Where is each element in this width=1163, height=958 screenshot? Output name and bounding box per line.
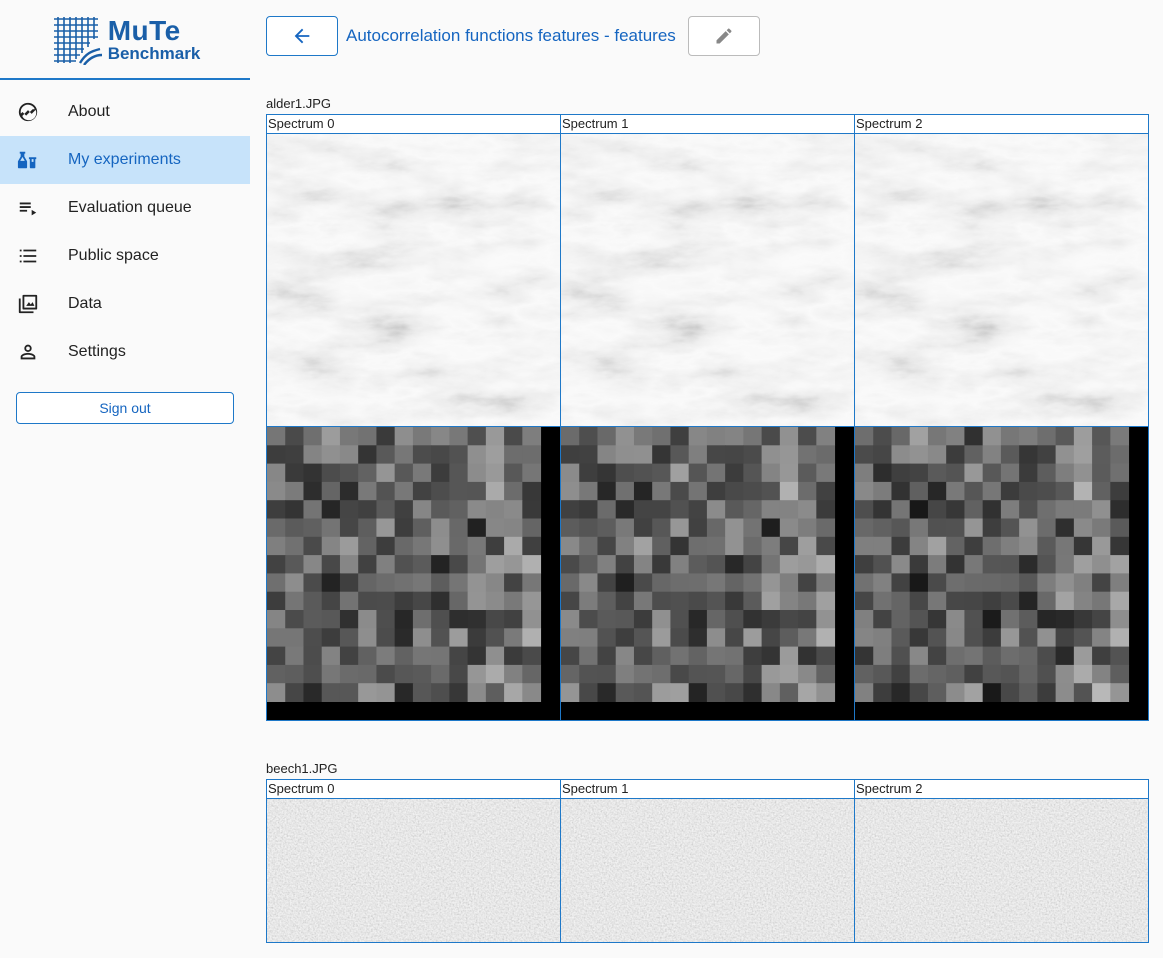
beech-image[interactable] <box>561 799 854 942</box>
column-header: Spectrum 2 <box>855 115 1148 134</box>
bark-image[interactable] <box>855 134 1148 427</box>
spectrum-column: Spectrum 2 <box>855 115 1148 720</box>
sidebar-item-label: My experiments <box>68 151 181 168</box>
sidebar-nav: About My experiments Evaluation queue Pu… <box>0 88 250 376</box>
sidebar-item-about[interactable]: About <box>0 88 250 136</box>
sidebar-item-label: Public space <box>68 247 159 264</box>
main-content: Autocorrelation functions features - fea… <box>266 0 1163 958</box>
result-section: beech1.JPG Spectrum 0 Spectrum 1 Spectru… <box>266 759 1149 943</box>
spectrum-grid: Spectrum 0 Spectrum 1 Spectrum 2 <box>266 779 1149 943</box>
sidebar-item-settings[interactable]: Settings <box>0 328 250 376</box>
edit-button[interactable] <box>687 16 760 56</box>
pencil-icon <box>716 28 732 44</box>
spectrum-column: Spectrum 0 <box>267 115 561 720</box>
beech-image[interactable] <box>855 799 1148 942</box>
spectrum-column: Spectrum 1 <box>561 780 855 942</box>
spectrum-column: Spectrum 2 <box>855 780 1148 942</box>
about-icon <box>16 100 40 124</box>
spectrum-grid: Spectrum 0 Spectrum 1 Spectrum 2 <box>266 114 1149 721</box>
sidebar-item-label: Settings <box>68 343 126 360</box>
sidebar-item-label: Evaluation queue <box>68 199 192 216</box>
logo-title: MuTe <box>107 14 181 46</box>
autocorrelation-feature-image[interactable] <box>267 427 560 720</box>
column-header: Spectrum 0 <box>267 780 560 799</box>
column-header: Spectrum 2 <box>855 780 1148 799</box>
person-icon <box>16 340 40 364</box>
column-header: Spectrum 1 <box>561 780 854 799</box>
bark-image[interactable] <box>267 134 560 427</box>
bark-image[interactable] <box>561 134 854 427</box>
gallery-icon <box>16 292 40 316</box>
app-logo[interactable]: MuTe Benchmark <box>0 0 250 80</box>
logo-mark-icon <box>53 17 102 65</box>
autocorrelation-feature-image[interactable] <box>855 427 1148 720</box>
sidebar-item-data[interactable]: Data <box>0 280 250 328</box>
section-title: alder1.JPG <box>266 96 332 111</box>
page-title: Autocorrelation functions features - fea… <box>346 26 676 45</box>
result-section: alder1.JPG Spectrum 0 Spectrum 1 Spectru… <box>266 94 1149 721</box>
arrow-left-icon <box>294 28 310 44</box>
sidebar-item-my-experiments[interactable]: My experiments <box>0 136 250 184</box>
list-icon <box>16 244 40 268</box>
beech-image[interactable] <box>267 799 560 942</box>
queue-icon <box>16 196 40 220</box>
back-button[interactable] <box>266 16 338 56</box>
column-header: Spectrum 0 <box>267 115 560 134</box>
spectrum-column: Spectrum 1 <box>561 115 855 720</box>
sidebar-item-evaluation-queue[interactable]: Evaluation queue <box>0 184 250 232</box>
sidebar: MuTe Benchmark About My experiments Eval… <box>0 0 250 958</box>
sidebar-item-label: About <box>68 103 110 120</box>
section-title: beech1.JPG <box>266 761 338 776</box>
sign-out-button[interactable]: Sign out <box>16 392 234 424</box>
logo-subtitle: Benchmark <box>107 43 201 63</box>
autocorrelation-feature-image[interactable] <box>561 427 854 720</box>
column-header: Spectrum 1 <box>561 115 854 134</box>
page-header: Autocorrelation functions features - fea… <box>266 16 760 56</box>
sidebar-item-label: Data <box>68 295 102 312</box>
spectrum-column: Spectrum 0 <box>267 780 561 942</box>
experiments-icon <box>16 148 40 172</box>
sidebar-item-public-space[interactable]: Public space <box>0 232 250 280</box>
